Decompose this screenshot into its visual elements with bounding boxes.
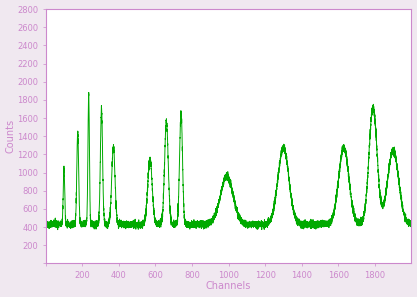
X-axis label: Channels: Channels <box>206 282 251 291</box>
Y-axis label: Counts: Counts <box>5 119 15 153</box>
